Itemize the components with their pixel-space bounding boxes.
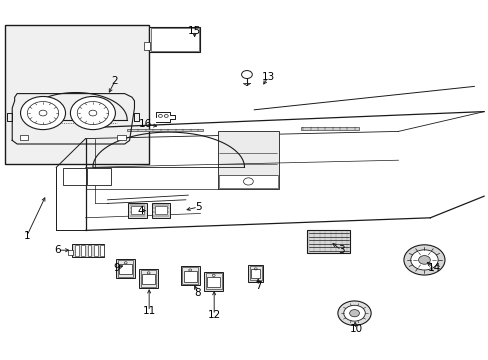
Text: 2: 2 [111,76,118,86]
Text: 14: 14 [427,263,440,273]
Text: 5: 5 [194,202,201,212]
Bar [20,135,28,140]
Bar [181,266,199,285]
Bar [118,260,133,277]
Bar [149,27,200,52]
Bar [131,206,143,214]
Bar [87,245,91,256]
Bar [87,168,110,185]
Circle shape [343,305,365,321]
Bar [81,245,85,256]
Bar [94,245,98,256]
Text: 4: 4 [137,206,144,216]
Text: 12: 12 [207,310,221,320]
Bar [182,267,198,284]
Circle shape [70,96,115,130]
Bar [62,168,86,185]
Bar [72,244,104,257]
Bar [117,135,126,140]
Circle shape [410,250,437,270]
Bar [183,271,196,282]
Circle shape [403,245,444,275]
Bar [100,245,104,256]
Bar [251,269,260,278]
Circle shape [241,71,252,78]
Bar [300,127,359,130]
Circle shape [337,301,370,325]
Bar [205,273,221,289]
Text: 9: 9 [113,263,120,273]
Bar [142,274,155,284]
Bar [151,203,170,218]
Bar [127,129,203,131]
Bar [151,28,198,51]
Text: 15: 15 [187,26,201,36]
Bar [249,266,261,280]
Circle shape [349,310,359,317]
Bar [128,203,146,218]
Text: 1: 1 [23,231,30,241]
Text: 7: 7 [254,281,261,291]
Bar [217,131,278,189]
Bar [219,175,277,188]
Text: 13: 13 [261,72,274,82]
Circle shape [20,96,65,130]
Bar [75,245,79,256]
Bar [306,230,349,253]
Bar [207,276,220,287]
Text: 11: 11 [142,306,156,316]
Bar [116,259,135,278]
Bar [143,42,149,50]
Circle shape [418,256,429,264]
Bar [204,272,223,291]
Bar [141,270,156,287]
Text: 16: 16 [139,119,152,129]
Text: 10: 10 [349,324,362,334]
Bar [139,269,158,288]
Bar [119,264,132,274]
Text: 8: 8 [194,288,201,298]
Bar [154,206,167,214]
Text: 3: 3 [337,245,344,255]
Text: 6: 6 [54,245,61,255]
Bar [68,250,73,255]
Bar [248,265,263,282]
Bar [5,25,149,164]
